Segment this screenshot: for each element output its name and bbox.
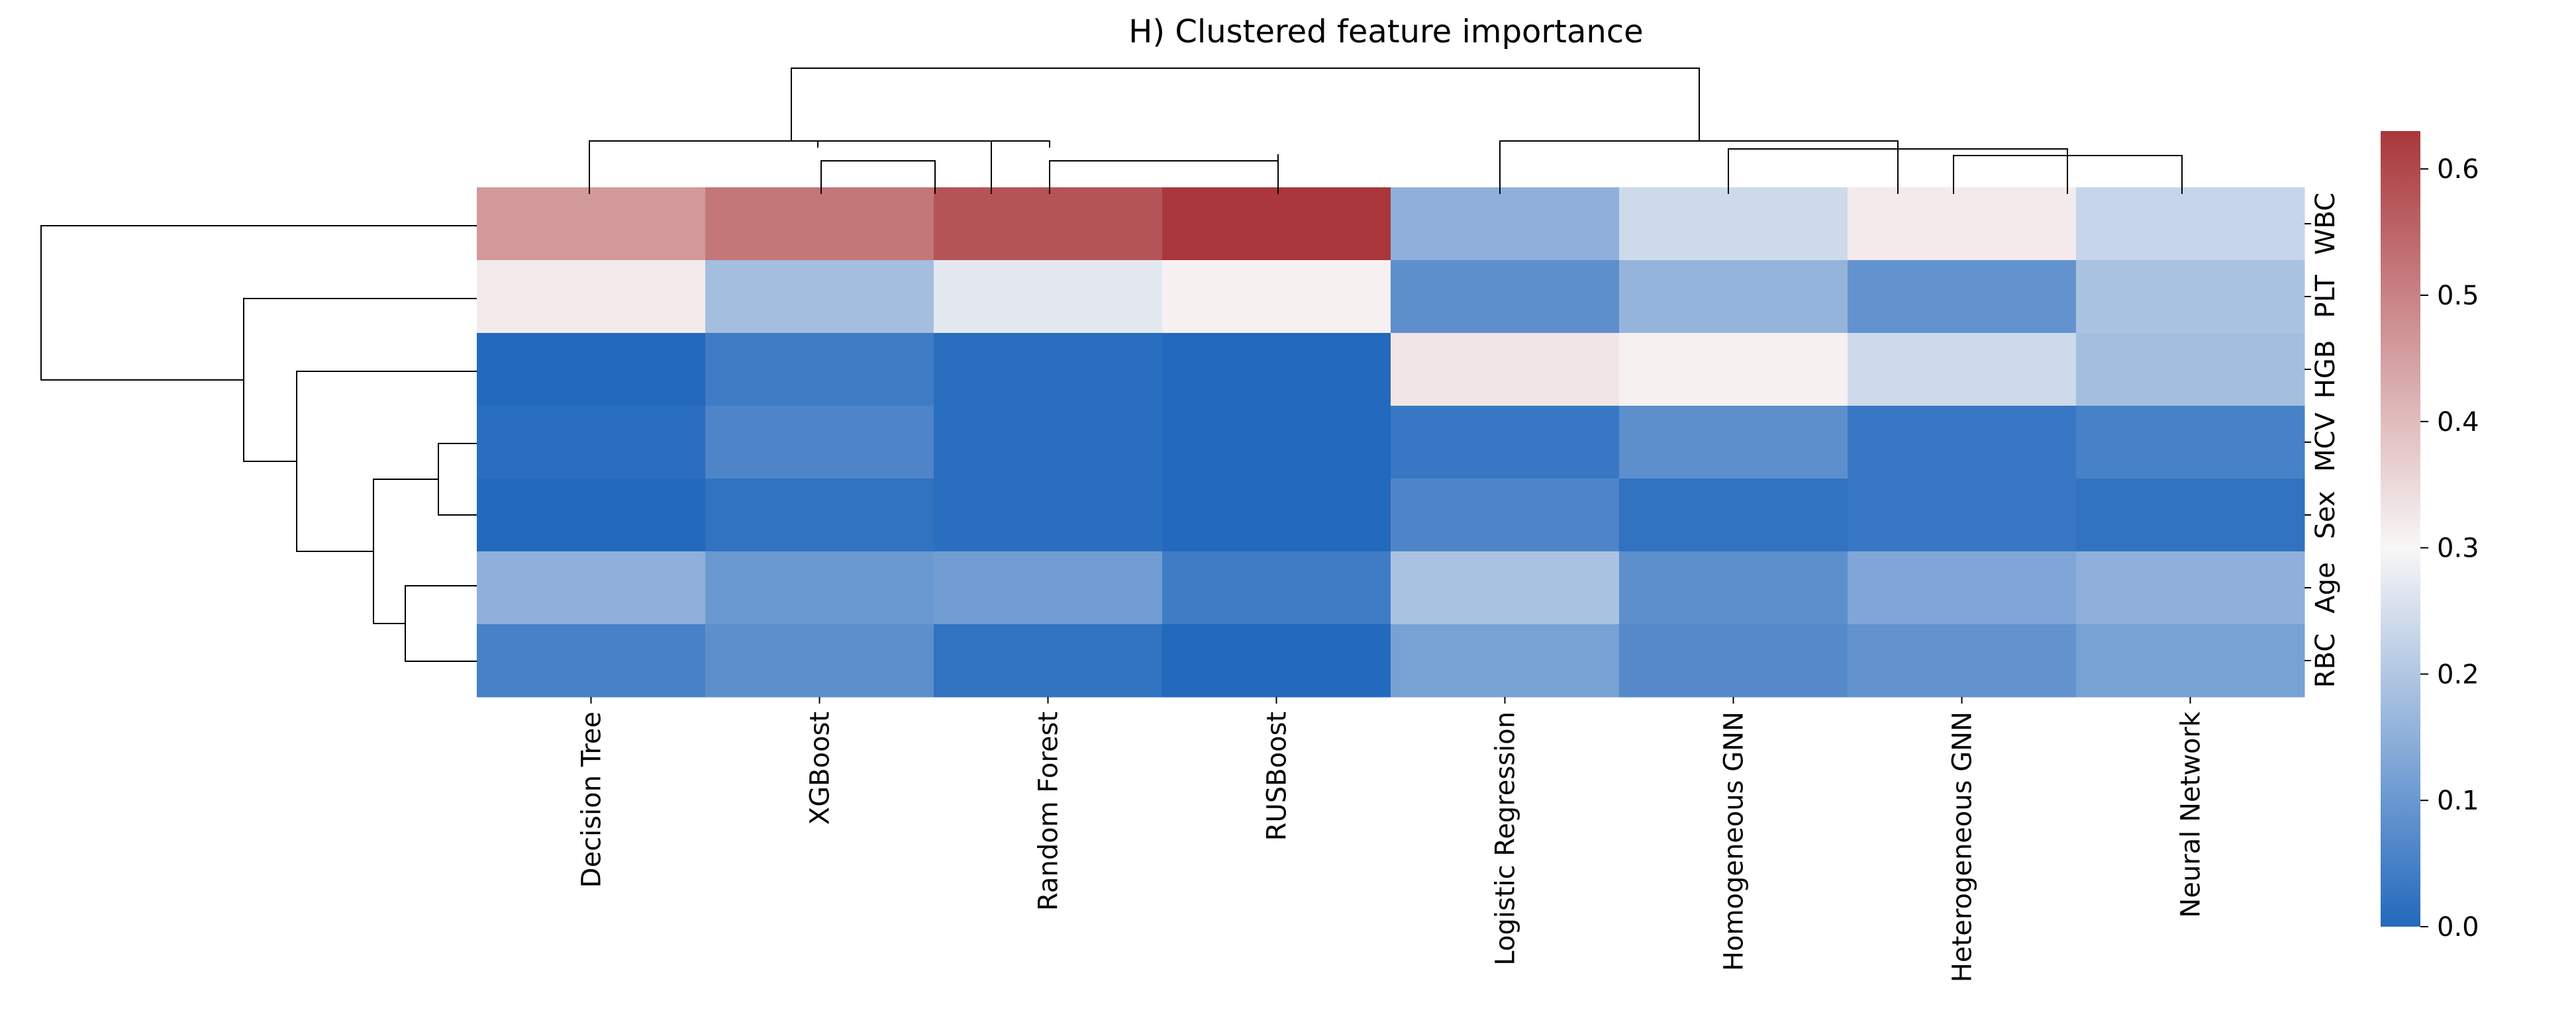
col-dendro-link: [817, 140, 1050, 148]
heatmap-cell: [1162, 624, 1391, 698]
heatmap-cell: [1848, 479, 2077, 552]
heatmap-cell: [477, 624, 706, 698]
heatmap-cell: [934, 406, 1163, 479]
heatmap-cell: [1391, 479, 1620, 552]
colorbar-tick-label: 0.4: [2437, 407, 2479, 438]
y-tick-label: WBC: [2310, 193, 2341, 255]
y-tick-label: RBC: [2310, 633, 2341, 688]
colorbar-tick-label: 0.1: [2437, 786, 2479, 816]
heatmap-cell: [1848, 187, 2077, 261]
heatmap-cell: [477, 187, 706, 261]
heatmap-cell: [2076, 260, 2305, 334]
heatmap-cell: [477, 406, 706, 479]
heatmap-cell: [934, 187, 1163, 261]
heatmap-cell: [705, 624, 934, 698]
heatmap-cell: [2076, 551, 2305, 625]
col-dendro-link: [589, 140, 992, 194]
chart-title: H) Clustered feature importance: [1128, 13, 1643, 50]
colorbar-tick-label: 0.0: [2437, 912, 2479, 943]
heatmap-cell: [1391, 187, 1620, 261]
colorbar-ticks: 0.0 0.1 0.2 0.3 0.4 0.5 0.6: [2420, 154, 2479, 943]
row-dendro-link: [296, 371, 477, 552]
x-tick-label: XGBoost: [805, 712, 836, 825]
heatmap-cell: [934, 551, 1163, 625]
heatmap-cell: [1619, 333, 1848, 406]
heatmap-cell: [1619, 260, 1848, 334]
heatmap-cell: [1162, 333, 1391, 406]
colorbar-tick-label: 0.2: [2437, 659, 2479, 690]
col-dendro-link: [820, 160, 936, 194]
heatmap-cell: [1848, 624, 2077, 698]
heatmap-cell: [1162, 187, 1391, 261]
heatmap-cell: [2076, 624, 2305, 698]
heatmap-cell: [2076, 479, 2305, 552]
heatmap-cell: [1848, 551, 2077, 625]
heatmap-cell: [477, 479, 706, 552]
row-dendrogram: [40, 225, 477, 662]
heatmap-cell: [1619, 406, 1848, 479]
row-dendro-link: [438, 443, 477, 516]
heatmap-cell: [1848, 333, 2077, 406]
x-tick-label: Decision Tree: [577, 712, 607, 888]
heatmap-cell: [934, 624, 1163, 698]
heatmap-cell: [1848, 260, 2077, 334]
heatmap-cell: [2076, 406, 2305, 479]
heatmap-cell: [934, 260, 1163, 334]
column-dendrogram: [589, 68, 2183, 194]
x-tick-label: RUSBoost: [1262, 712, 1293, 841]
heatmap-cell: [1162, 551, 1391, 625]
x-axis-ticks: Decision Tree XGBoost Random Forest RUSBoos…: [577, 697, 2206, 982]
heatmap-cell: [705, 406, 934, 479]
heatmap-cell: [1619, 551, 1848, 625]
x-tick-label: Neural Network: [2176, 711, 2206, 918]
heatmap-cell: [1619, 187, 1848, 261]
heatmap-cell: [1162, 479, 1391, 552]
row-dendro-link: [405, 585, 477, 662]
heatmap-cell: [1848, 406, 2077, 479]
x-tick-label: Homogeneous GNN: [1719, 712, 1750, 971]
y-tick-label: Age: [2310, 562, 2341, 613]
heatmap-cell: [934, 333, 1163, 406]
heatmap-cell: [2076, 333, 2305, 406]
heatmap-cell: [1391, 551, 1620, 625]
y-tick-label: MCV: [2310, 412, 2341, 471]
heatmap-cell: [705, 479, 934, 552]
y-tick-label: PLT: [2310, 275, 2341, 318]
heatmap-cell: [1391, 624, 1620, 698]
heatmap-cell: [1162, 260, 1391, 334]
heatmap-cell: [477, 551, 706, 625]
heatmap-cell: [705, 260, 934, 334]
x-tick-label: Heterogeneous GNN: [1948, 712, 1978, 982]
colorbar-tick-label: 0.5: [2437, 281, 2479, 311]
heatmap-cell: [705, 187, 934, 261]
row-dendro-link: [40, 225, 477, 381]
heatmap-cell: [1162, 406, 1391, 479]
y-tick-label: Sex: [2310, 491, 2341, 539]
heatmap-cell: [1619, 624, 1848, 698]
col-dendro-link: [791, 68, 1700, 141]
heatmap-cells: [477, 187, 2305, 698]
x-tick-label: Random Forest: [1034, 712, 1064, 911]
colorbar-tick-label: 0.3: [2437, 533, 2479, 564]
heatmap-cell: [934, 479, 1163, 552]
y-tick-label: HGB: [2310, 340, 2341, 399]
heatmap-cell: [705, 333, 934, 406]
colorbar: [2381, 131, 2420, 927]
heatmap-cell: [1619, 479, 1848, 552]
heatmap-cell: [1391, 333, 1620, 406]
row-dendro-link: [243, 298, 477, 462]
heatmap-cell: [705, 551, 934, 625]
heatmap-cell: [2076, 187, 2305, 261]
x-tick-label: Logistic Regression: [1491, 712, 1521, 966]
heatmap-cell: [477, 333, 706, 406]
heatmap-cell: [1391, 406, 1620, 479]
heatmap-cell: [1391, 260, 1620, 334]
heatmap-cell: [477, 260, 706, 334]
y-axis-ticks: WBC PLT HGB MCV Sex Age RBC: [2304, 193, 2341, 688]
colorbar-tick-label: 0.6: [2437, 154, 2479, 185]
